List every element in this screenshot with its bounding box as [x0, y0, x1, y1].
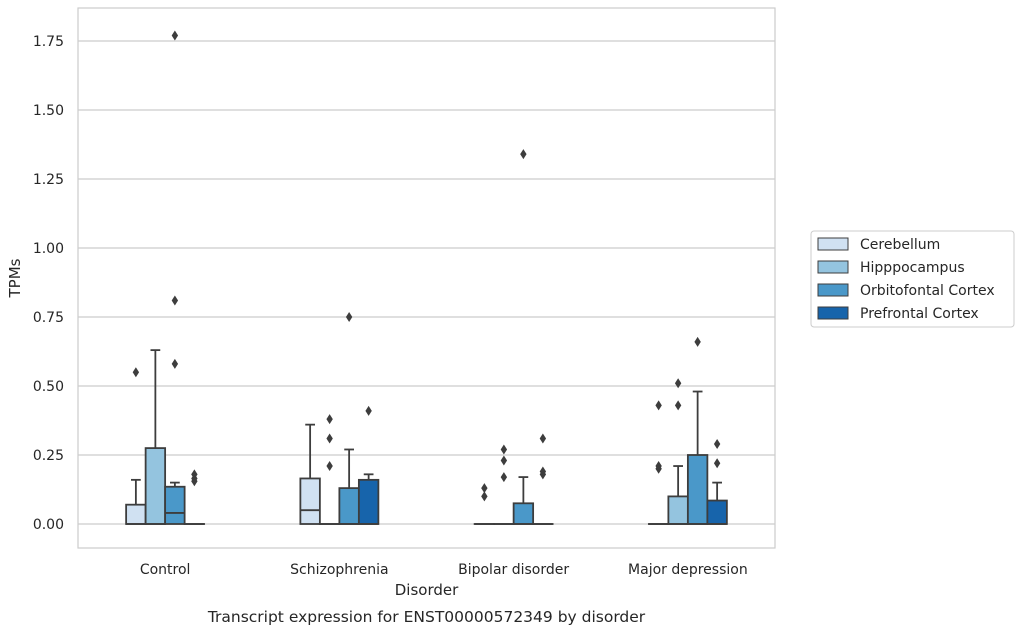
- plot-area: [77, 7, 776, 549]
- outlier-point: [191, 469, 198, 480]
- outlier-point: [171, 30, 179, 41]
- box-prefrontal-cortex: [183, 469, 206, 525]
- legend-label: Hipppocampus: [860, 260, 965, 276]
- outlier-point: [539, 466, 547, 477]
- box-cerebellum: [125, 367, 147, 525]
- gridlines: [78, 40, 775, 525]
- box-body: [299, 477, 321, 525]
- x-axis-title: Disorder: [395, 581, 459, 599]
- legend-label: Prefrontal Cortex: [860, 306, 979, 322]
- boxes: [125, 30, 728, 525]
- y-tick-label: 1.25: [33, 172, 64, 188]
- outlier-point: [500, 455, 508, 466]
- box-orbitofontal-cortex: [686, 336, 709, 525]
- box-orbitofontal-cortex: [164, 30, 186, 525]
- y-tick-labels: 0.00 0.25 0.50 0.75 1.00 1.25 1.50 1.75: [33, 34, 64, 533]
- y-tick-label: 0.25: [33, 448, 64, 464]
- box-prefrontal-cortex: [706, 438, 728, 525]
- y-tick-label: 1.50: [33, 103, 64, 119]
- legend-label: Cerebellum: [860, 237, 940, 253]
- outlier-point: [520, 149, 527, 160]
- box-cerebellum: [299, 423, 321, 525]
- box-body: [686, 454, 709, 525]
- box-orbitofontal-cortex: [338, 312, 360, 525]
- outlier-point: [171, 358, 179, 369]
- box-prefrontal-cortex: [357, 405, 380, 525]
- box-body: [338, 487, 360, 525]
- x-tick-label: Control: [140, 562, 191, 578]
- outlier-point: [345, 312, 353, 322]
- outlier-point: [326, 433, 333, 444]
- box-body: [125, 503, 147, 525]
- y-tick-label: 1.00: [33, 241, 64, 257]
- outlier-point: [655, 461, 662, 472]
- outlier-point: [500, 472, 508, 483]
- x-tick-label: Schizophrenia: [290, 562, 388, 578]
- y-tick-label: 0.00: [33, 517, 64, 533]
- outlier-point: [674, 378, 682, 389]
- y-axis-title: TPMs: [6, 258, 24, 298]
- outlier-point: [694, 336, 701, 347]
- legend: Cerebellum Hipppocampus Orbitofontal Corte…: [810, 230, 1015, 328]
- box-hipppocampus: [493, 444, 515, 525]
- outlier-point: [481, 491, 488, 502]
- legend-swatch: [817, 306, 849, 320]
- y-tick-label: 1.75: [33, 34, 64, 50]
- legend-frame: [810, 230, 1015, 328]
- outlier-point: [365, 405, 372, 416]
- outlier-point: [713, 458, 721, 469]
- x-tick-label: Bipolar disorder: [458, 562, 569, 578]
- box-cerebellum: [647, 400, 670, 525]
- legend-label: Orbitofontal Cortex: [860, 283, 995, 299]
- legend-swatch: [817, 260, 849, 274]
- x-tick-labels: Control Schizophrenia Bipolar disorder Majo…: [140, 562, 748, 578]
- outlier-point: [326, 414, 333, 425]
- x-tick-label: Major depression: [628, 562, 748, 578]
- y-tick-label: 0.75: [33, 310, 64, 326]
- outlier-point: [713, 438, 721, 449]
- outlier-point: [539, 433, 547, 444]
- chart-caption: Transcript expression for ENST0000057234…: [207, 608, 646, 626]
- outlier-point: [500, 444, 508, 455]
- outlier-point: [171, 295, 179, 306]
- outlier-point: [481, 483, 488, 494]
- legend-swatch: [817, 237, 849, 251]
- box-body: [357, 478, 380, 525]
- box-body: [512, 502, 535, 525]
- outlier-point: [132, 367, 140, 378]
- box-body: [164, 485, 186, 525]
- outlier-point: [655, 400, 662, 411]
- legend-swatch: [817, 283, 849, 297]
- outlier-point: [674, 400, 682, 411]
- outlier-point: [326, 461, 333, 472]
- box-body: [667, 495, 689, 525]
- box-orbitofontal-cortex: [512, 149, 535, 525]
- box-prefrontal-cortex: [532, 433, 554, 525]
- y-tick-label: 0.50: [33, 379, 64, 395]
- box-body: [706, 499, 728, 525]
- box-body: [144, 447, 167, 525]
